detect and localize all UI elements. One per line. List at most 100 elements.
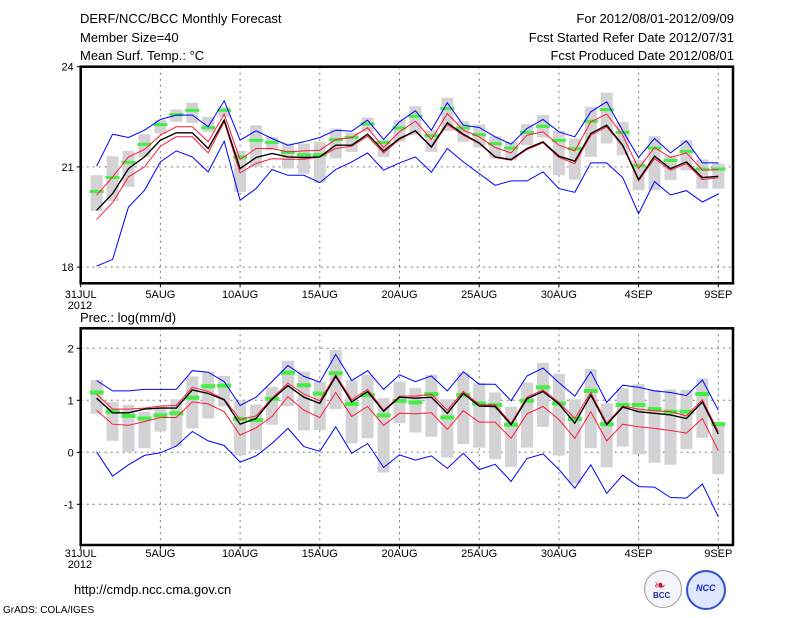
prec-spread-box [441, 399, 454, 458]
prec-observed-bar [360, 393, 375, 398]
forecast-period: For 2012/08/01-2012/09/09 [576, 11, 734, 26]
temp-observed-bar [711, 167, 726, 171]
temp-observed-bar [296, 153, 311, 157]
temp-observed-bar [615, 130, 630, 134]
temp-xtick-label: 4SEP [625, 289, 653, 301]
prec-spread-box [345, 380, 358, 444]
prec-spread-box [712, 421, 725, 475]
temp-red-upper-line [96, 112, 719, 196]
prec-spread-box [170, 399, 183, 447]
prec-observed-bar [631, 402, 646, 407]
prec-spread-box [632, 384, 645, 455]
prec-ytick-label: 2 [68, 343, 74, 355]
prec-observed-bar [328, 371, 343, 376]
prec-observed-bar [296, 383, 311, 388]
temp-observed-bar [679, 149, 694, 153]
prec-spread-box [521, 382, 534, 448]
prec-spread-box [664, 389, 677, 465]
temp-observed-bar [249, 138, 264, 142]
prec-observed-bar [408, 400, 423, 405]
prec-blue-max-line [96, 353, 719, 411]
prec-observed-bar [679, 409, 694, 414]
temp-spread-box [521, 124, 534, 146]
prec-spread-box [218, 375, 231, 407]
prec-spread-box [425, 374, 438, 437]
prec-observed-bar [711, 422, 726, 427]
prec-spread-box [680, 389, 693, 450]
prec-observed-bar [185, 395, 200, 400]
prec-spread-box [648, 389, 661, 463]
prec-spread-box [616, 388, 629, 447]
prec-spread-box [90, 380, 103, 414]
temp-spread-box [505, 141, 518, 161]
temp-observed-bar [520, 130, 535, 134]
temp-xtick-label: 20AUG [381, 289, 417, 301]
prec-observed-bar [456, 393, 471, 398]
prec-observed-bar [137, 416, 152, 421]
prec-spread-box [600, 403, 613, 468]
prec-blue-min-line [96, 425, 719, 518]
prec-observed-bar [105, 409, 120, 414]
temp-observed-bar [488, 142, 503, 146]
prec-observed-bar [440, 415, 455, 420]
started-date: Fcst Started Refer Date 2012/07/31 [528, 30, 734, 45]
prec-xtick-label: 10AUG [222, 548, 258, 560]
prec-observed-bar [201, 384, 216, 389]
prec-xtick-label: 30AUG [541, 548, 577, 560]
prec-mean-line [96, 375, 719, 435]
prec-observed-bar [280, 370, 295, 375]
prec-observed-bar [647, 407, 662, 412]
temp-ytick-label: 21 [61, 162, 73, 174]
temp-spread-box [568, 138, 581, 180]
prec-xtick-label: 20AUG [381, 548, 417, 560]
temp-spread-box [329, 128, 342, 159]
temp-spread-box [90, 175, 103, 211]
grads-credit: GrADS: COLA/IGES [3, 605, 95, 616]
prec-xtick-label: 25AUG [461, 548, 497, 560]
temp-spread-box [600, 92, 613, 144]
temp-spread-box [281, 143, 294, 169]
temp-observed-bar [360, 122, 375, 126]
prec-observed-bar [217, 383, 232, 388]
prec-observed-bar [695, 392, 710, 397]
temp-observed-bar [695, 167, 710, 171]
temp-xtick-label: 5AUG [145, 289, 175, 301]
temp-spread-box [632, 160, 645, 191]
temp-spread-box [250, 125, 263, 167]
temp-spread-box [616, 121, 629, 156]
temp-spread-box [584, 106, 597, 157]
temp-spread-box [218, 106, 231, 117]
prec-observed-bar [344, 401, 359, 406]
prec-observed-bar [376, 413, 391, 418]
temp-ytick-label: 18 [61, 262, 73, 274]
temp-observed-bar [89, 189, 104, 193]
temp-xtick-label: 25AUG [461, 289, 497, 301]
temp-observed-bar [137, 142, 152, 146]
prec-xtick-label: 9SEP [704, 548, 732, 560]
temp-xtick-label: 15AUG [302, 289, 338, 301]
bcc-swirl-icon: ❧ [654, 577, 666, 593]
temp-mean-line [96, 118, 719, 211]
temp-observed-bar [535, 124, 550, 128]
prec-ytick-label: 1 [68, 395, 74, 407]
temp-observed-bar [392, 126, 407, 130]
temp-observed-bar [121, 160, 136, 164]
temp-observed-bar [264, 140, 279, 144]
prec-red-lower-line [96, 391, 719, 451]
prec-spread-box [297, 371, 310, 431]
member-size: Member Size=40 [80, 30, 179, 45]
temp-observed-bar [504, 146, 519, 150]
temp-xtick-label: 30AUG [541, 289, 577, 301]
temp-observed-bar [551, 138, 566, 142]
bcc-logo: ❧ BCC [644, 570, 682, 608]
prec-ytick-label: 0 [68, 447, 74, 459]
footer-url[interactable]: http://cmdp.ncc.cma.gov.cn [74, 582, 232, 597]
prec-observed-bar [583, 388, 598, 393]
prec-spread-box [409, 387, 422, 433]
prec-spread-box [473, 382, 486, 448]
prec-spread-box [329, 349, 342, 410]
prec-observed-bar [153, 413, 168, 418]
temp-observed-bar [217, 108, 232, 112]
